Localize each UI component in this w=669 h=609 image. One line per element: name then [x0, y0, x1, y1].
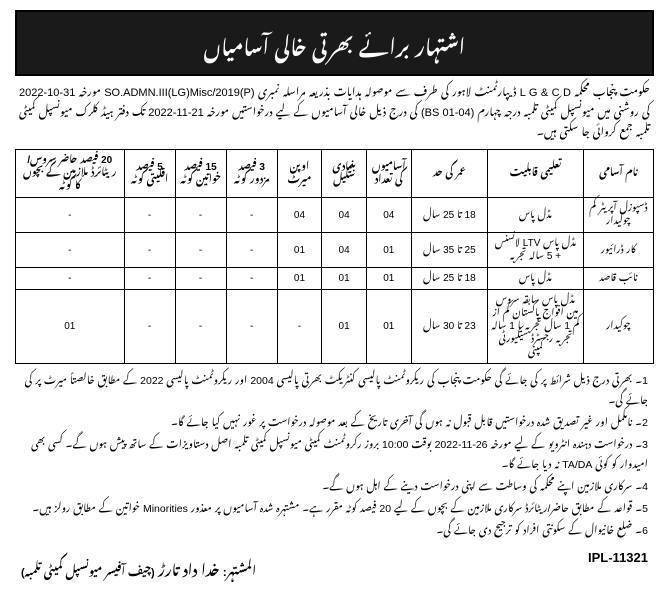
- cell-merit: 01: [277, 268, 322, 290]
- cell-post-name: ڈسپوزل آپریٹر کم چوکیدار: [583, 198, 653, 233]
- table-body: ڈسپوزل آپریٹر کم چوکیدار مڈل پاس 18 تا 2…: [16, 198, 654, 364]
- header-qualification: تعلیمی قابلیت: [488, 150, 584, 198]
- header-open-merit: اوپن میرٹ: [277, 150, 322, 198]
- advertiser-name: خدا داد تارڑ: [158, 563, 219, 579]
- cell-minority: -: [124, 233, 175, 268]
- cell-retired: 01: [16, 290, 125, 364]
- cell-count: 04: [366, 198, 411, 233]
- table-header-row: نام آسامی تعلیمی قابلیت عمر کی حد آسامیو…: [16, 150, 654, 198]
- cell-labour: -: [226, 198, 277, 233]
- cell-scale: 04: [322, 233, 367, 268]
- header-vacancy-count: آسامیوں کی تعداد: [366, 150, 411, 198]
- cell-minority: -: [124, 290, 175, 364]
- cell-retired: -: [16, 198, 125, 233]
- header-women-quota: 15 فیصد خواتین کوٹہ: [175, 150, 226, 198]
- cell-women: -: [175, 268, 226, 290]
- note-5: 5۔ قواعد کے مطابق حاضر/ریٹائرڈ سرکاری مل…: [15, 500, 648, 520]
- header-minority-quota: 5 فیصد اقلیتی کوٹہ: [124, 150, 175, 198]
- cell-women: -: [175, 290, 226, 364]
- cell-age: 25 تا 35 سال: [411, 233, 488, 268]
- header-labour-quota: 3 فیصد مزدور کوٹہ: [226, 150, 277, 198]
- header-basic-scale: بنیادی سکیل: [322, 150, 367, 198]
- cell-merit: -: [277, 290, 322, 364]
- cell-post-name: نائب قاصد: [583, 268, 653, 290]
- cell-post-name: چوکیدار: [583, 290, 653, 364]
- cell-women: -: [175, 198, 226, 233]
- cell-scale: 01: [322, 290, 367, 364]
- table-row: ڈسپوزل آپریٹر کم چوکیدار مڈل پاس 18 تا 2…: [16, 198, 654, 233]
- note-4: 4۔ سرکاری ملازمین اپنے محکمہ کی وساطت سے…: [15, 478, 648, 498]
- cell-women: -: [175, 233, 226, 268]
- ipl-number: IPL-11321: [588, 550, 648, 585]
- header-retired-quota: 20 فیصد حاضر سروس/ریٹائرڈ ملازمین کے بچو…: [16, 150, 125, 198]
- note-1: 1۔ بھرتی درج ذیل شرائط پر کی جائے گی حکو…: [15, 372, 648, 412]
- cell-age: 18 تا 25 سال: [411, 268, 488, 290]
- cell-qualification: مڈل پاس: [488, 268, 584, 290]
- intro-line-1: حکومت پنجاب محکمہ L G & C D ڈیپارٹمنٹ لا…: [283, 87, 650, 99]
- cell-qualification: مڈل پاس سابقہ سروس مین افواج پاکستان کم …: [488, 290, 584, 364]
- cell-age: 23 تا 30 سال: [411, 290, 488, 364]
- table-row: چوکیدار مڈل پاس سابقہ سروس مین افواج پاک…: [16, 290, 654, 364]
- cell-scale: 01: [322, 268, 367, 290]
- cell-minority: -: [124, 198, 175, 233]
- note-6: 6۔ ضلع خانیوال کے سکونتی افراد کو ترجیح …: [15, 522, 648, 542]
- cell-post-name: کار ڈرائیور: [583, 233, 653, 268]
- cell-age: 18 تا 25 سال: [411, 198, 488, 233]
- cell-labour: -: [226, 290, 277, 364]
- cell-qualification: مڈل پاس LTV لائسنس + 5 سالہ تجربہ: [488, 233, 584, 268]
- header-age-limit: عمر کی حد: [411, 150, 488, 198]
- terms-notes: 1۔ بھرتی درج ذیل شرائط پر کی جائے گی حکو…: [15, 372, 654, 542]
- cell-count: 01: [366, 290, 411, 364]
- table-row: نائب قاصد مڈل پاس 18 تا 25 سال 01 01 01 …: [16, 268, 654, 290]
- cell-labour: -: [226, 268, 277, 290]
- table-row: کار ڈرائیور مڈل پاس LTV لائسنس + 5 سالہ …: [16, 233, 654, 268]
- header-post-name: نام آسامی: [583, 150, 653, 198]
- cell-labour: -: [226, 233, 277, 268]
- job-advertisement-page: اشتہار برائے بھرتی خالی آسامیاں حکومت پن…: [0, 0, 669, 595]
- cell-retired: -: [16, 268, 125, 290]
- cell-qualification: مڈل پاس: [488, 198, 584, 233]
- note-2: 2۔ نامکمل اور غیر تصدیق شدہ درخواستیں قا…: [15, 414, 648, 434]
- intro-paragraph: حکومت پنجاب محکمہ L G & C D ڈیپارٹمنٹ لا…: [15, 84, 654, 143]
- vacancies-table: نام آسامی تعلیمی قابلیت عمر کی حد آسامیو…: [15, 149, 654, 364]
- cell-retired: -: [16, 233, 125, 268]
- cell-merit: 01: [277, 233, 322, 268]
- cell-count: 01: [366, 233, 411, 268]
- cell-merit: 04: [277, 198, 322, 233]
- note-3: 3۔ درخواست دہندہ انٹرویو کے لیے مورخہ 26…: [15, 436, 648, 476]
- advertiser-title: (چیف آفیسر میونسپل کمیٹی تلمبہ): [21, 567, 155, 579]
- cell-minority: -: [124, 268, 175, 290]
- advertiser-label: المشتہر:: [223, 565, 256, 579]
- cell-count: 01: [366, 268, 411, 290]
- footer-row: IPL-11321 المشتہر: خدا داد تارڑ (چیف آفی…: [15, 550, 654, 585]
- signature-block: المشتہر: خدا داد تارڑ (چیف آفیسر میونسپل…: [21, 550, 256, 585]
- cell-scale: 04: [322, 198, 367, 233]
- banner-title: اشتہار برائے بھرتی خالی آسامیاں: [15, 10, 654, 76]
